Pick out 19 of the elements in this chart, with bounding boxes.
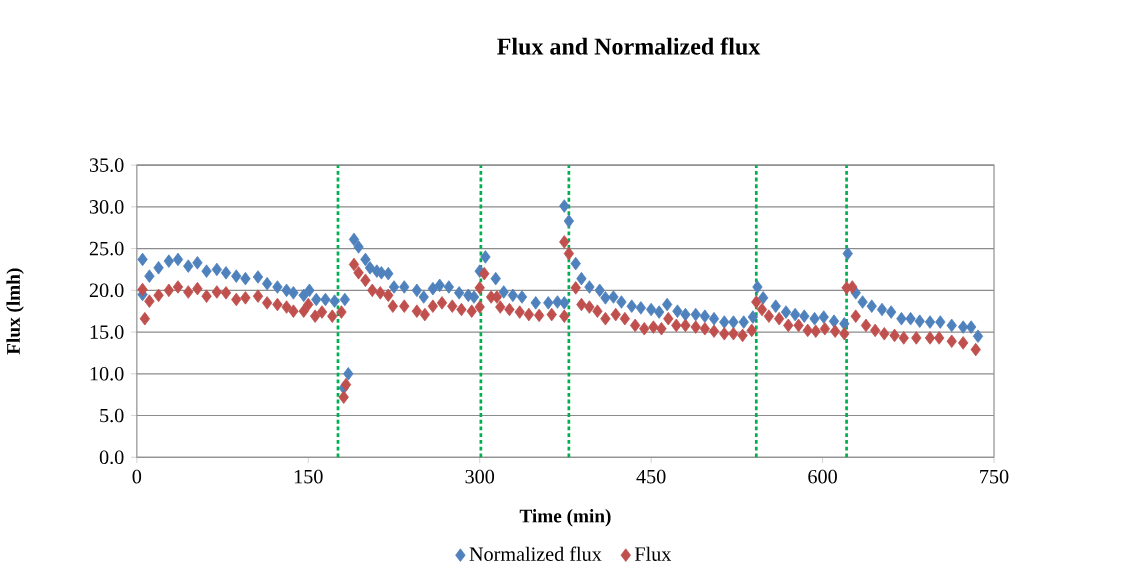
y-tick-label: 25.0 xyxy=(89,241,124,256)
x-tick-label: 150 xyxy=(294,469,323,484)
x-tick-label: 750 xyxy=(980,469,1009,484)
y-tick-label: 35.0 xyxy=(89,158,124,172)
legend-label: Flux xyxy=(634,546,672,561)
x-tick-label: 300 xyxy=(465,469,495,484)
x-axis-title: Time (min) xyxy=(519,508,611,527)
chart-title: Flux and Normalized flux xyxy=(497,37,761,55)
x-tick-label: 0 xyxy=(132,469,142,484)
y-tick-label: 30.0 xyxy=(89,199,124,214)
x-tick-label: 600 xyxy=(808,469,837,484)
y-tick-label: 20.0 xyxy=(89,283,124,297)
y-tick-label: 0.0 xyxy=(99,450,124,464)
y-tick-label: 10.0 xyxy=(90,366,124,381)
x-tick-label: 450 xyxy=(636,469,666,484)
y-axis-title: Flux (lmh) xyxy=(6,268,24,355)
y-tick-label: 15.0 xyxy=(90,325,124,339)
y-tick-label: 5.0 xyxy=(100,408,124,423)
legend-label: Normalized flux xyxy=(469,546,602,561)
